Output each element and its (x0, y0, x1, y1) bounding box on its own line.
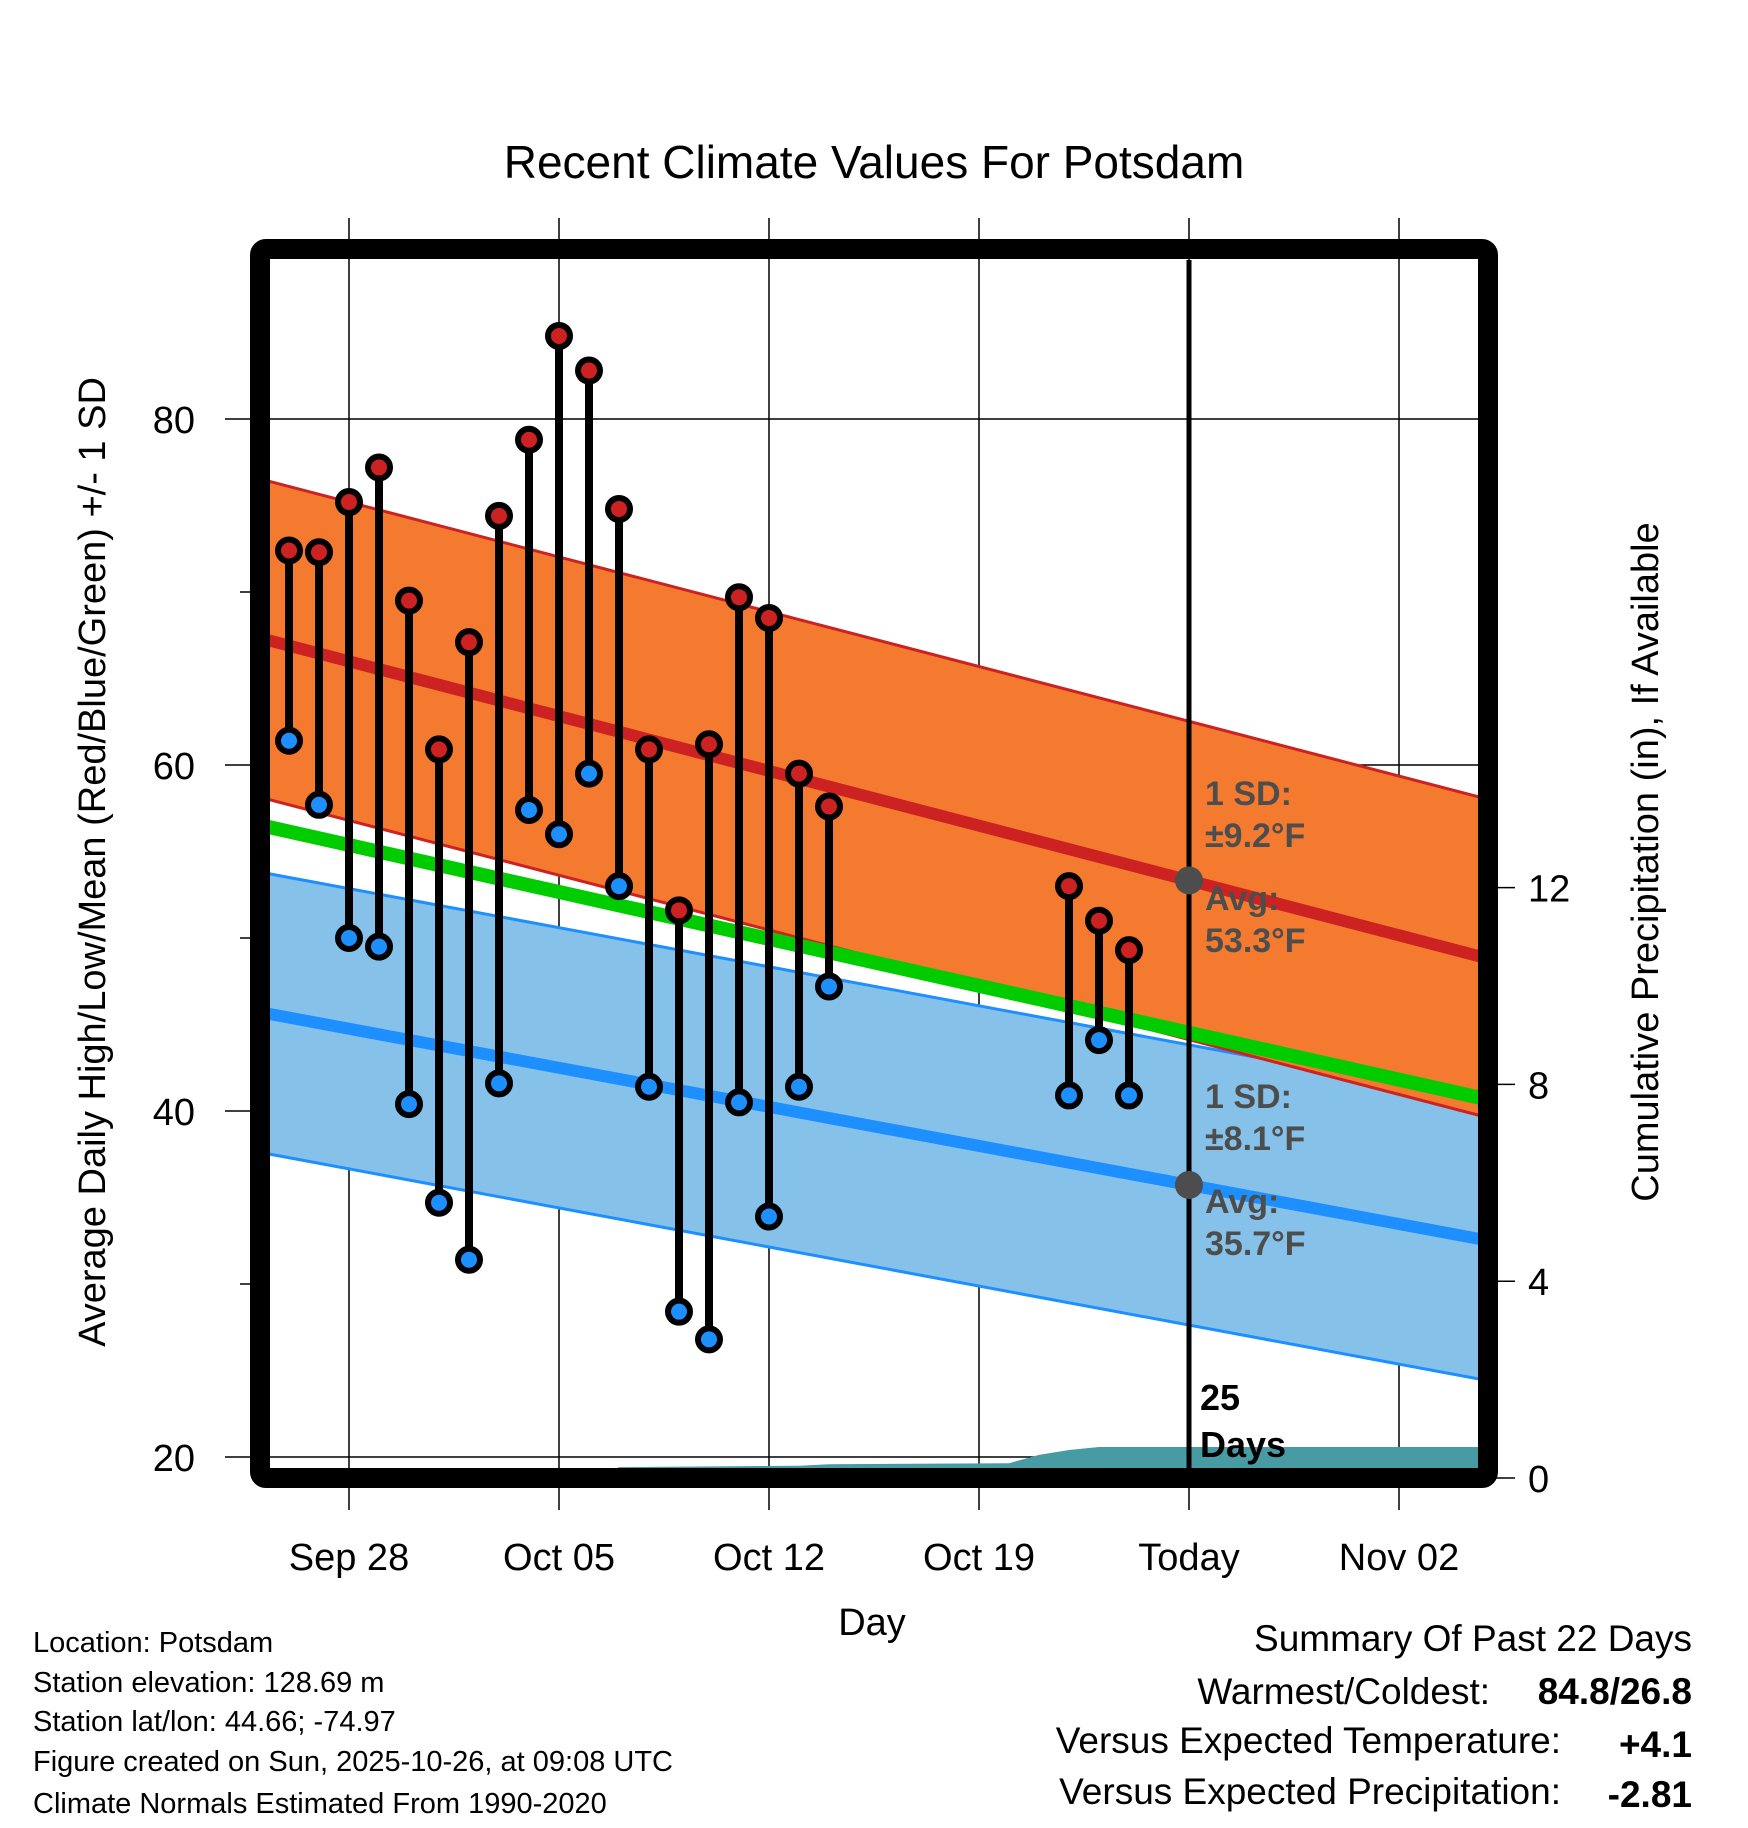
summary-warmest-label: Warmest/Coldest: (1197, 1671, 1490, 1712)
obs-low-point (365, 932, 393, 961)
normal-low-line (270, 1007, 1478, 1245)
obs-low-point (425, 1188, 453, 1217)
summary-temp-label: Versus Expected Temperature: (1056, 1720, 1561, 1761)
obs-high-point (1085, 906, 1113, 935)
obs-high-point (455, 628, 483, 657)
obs-low-point (725, 1088, 753, 1117)
y-tick-label: 20 (153, 1438, 195, 1480)
obs-low-point (305, 790, 333, 819)
y-tick-label: 60 (153, 746, 195, 788)
y-tick-label: 40 (153, 1092, 195, 1134)
obs-high-point (515, 425, 543, 454)
obs-low-point (1115, 1081, 1143, 1110)
axes: Sep 28 Oct 05 Oct 12 Oct 19 Today Nov 0280604… (153, 400, 1571, 1579)
obs-high-point (695, 730, 723, 759)
high-sd-value: ±9.2°F (1205, 817, 1305, 855)
summary-title: Summary Of Past 22 Days (1254, 1618, 1692, 1659)
high-sd-label: 1 SD: (1205, 775, 1292, 813)
obs-high-point (635, 735, 663, 764)
footer-elevation: Station elevation: 128.69 m (33, 1667, 384, 1699)
obs-high-point (1115, 936, 1143, 965)
footer-location: Location: Potsdam (33, 1627, 273, 1659)
footer-info: Location: Potsdam Station elevation: 128… (33, 1627, 673, 1820)
x-axis-label: Day (838, 1602, 906, 1644)
plot-frame (250, 239, 1498, 1488)
obs-low-point (395, 1090, 423, 1119)
normal-high-band-upper-edge (270, 479, 1478, 799)
y2-axis-label: Cumulative Precipitation (in), If Availa… (1625, 522, 1667, 1201)
y2-tick-label: 4 (1528, 1262, 1549, 1304)
obs-high-point (755, 603, 783, 632)
y2-tick-label: 12 (1528, 869, 1570, 911)
annotations: 1 SD: ±9.2°F Avg: 53.3°F 1 SD: ±8.1°F Av… (1200, 775, 1306, 1465)
obs-high-point (395, 586, 423, 615)
obs-high-point (785, 759, 813, 788)
obs-low-point (275, 726, 303, 755)
summary-precip-label: Versus Expected Precipitation: (1059, 1771, 1561, 1812)
obs-low-point (545, 820, 573, 849)
obs-high-point (425, 735, 453, 764)
obs-high-point (815, 792, 843, 821)
x-tick-label: Oct 19 (923, 1537, 1035, 1579)
y2-tick-label: 0 (1528, 1459, 1549, 1501)
today-high-avg-marker (1175, 866, 1203, 895)
obs-low-point (515, 795, 543, 824)
normal-low-band-lower-edge (270, 1152, 1478, 1381)
obs-high-point (485, 501, 513, 530)
obs-low-point (695, 1325, 723, 1354)
obs-high-point (545, 321, 573, 350)
days-count: 25 (1200, 1377, 1240, 1418)
y-tick-label: 80 (153, 400, 195, 442)
y-axis-label: Average Daily High/Low/Mean (Red/Blue/Gr… (72, 377, 114, 1347)
chart-title: Recent Climate Values For Potsdam (504, 136, 1245, 188)
footer-created: Figure created on Sun, 2025-10-26, at 09… (33, 1746, 673, 1778)
summary-warmest-value: 84.8/26.8 (1538, 1671, 1692, 1712)
summary-precip-value: -2.81 (1608, 1774, 1692, 1815)
today-low-avg-marker (1175, 1170, 1203, 1199)
obs-high-point (605, 494, 633, 523)
obs-low-point (815, 972, 843, 1001)
obs-low-point (755, 1202, 783, 1231)
plot-area (270, 260, 1478, 1468)
summary: Summary Of Past 22 Days Warmest/Coldest:… (1056, 1618, 1692, 1815)
obs-low-point (665, 1297, 693, 1326)
normal-mean-line (270, 820, 1478, 1105)
footer-latlon: Station lat/lon: 44.66; -74.97 (33, 1706, 396, 1738)
x-tick-label: Today (1138, 1537, 1239, 1579)
obs-high-point (335, 488, 363, 517)
obs-high-point (665, 896, 693, 925)
obs-low-point (575, 759, 603, 788)
obs-low-point (335, 924, 363, 952)
obs-high-point (575, 356, 603, 385)
x-tick-label: Nov 02 (1339, 1537, 1459, 1579)
obs-low-point (455, 1245, 483, 1274)
precip-area (616, 1447, 1478, 1468)
obs-low-point (485, 1069, 513, 1098)
obs-high-point (305, 538, 333, 567)
footer-normals: Climate Normals Estimated From 1990-2020 (33, 1788, 607, 1820)
obs-high-point (275, 536, 303, 565)
low-sd-value: ±8.1°F (1205, 1120, 1305, 1158)
low-avg-value: 35.7°F (1205, 1225, 1306, 1263)
obs-low-point (1055, 1081, 1083, 1110)
x-tick-label: Oct 12 (713, 1537, 825, 1579)
obs-high-point (1055, 872, 1083, 901)
obs-high-point (365, 453, 393, 482)
obs-low-point (605, 872, 633, 901)
high-avg-label: Avg: (1205, 880, 1279, 918)
high-avg-value: 53.3°F (1205, 922, 1306, 960)
obs-low-point (785, 1072, 813, 1101)
y2-tick-label: 8 (1528, 1065, 1549, 1107)
x-tick-label: Sep 28 (289, 1537, 409, 1579)
normal-high-line (270, 634, 1478, 963)
obs-high-point (725, 583, 753, 612)
x-tick-label: Oct 05 (503, 1537, 615, 1579)
obs-low-point (635, 1072, 663, 1101)
summary-temp-value: +4.1 (1619, 1724, 1692, 1765)
days-label: Days (1200, 1424, 1286, 1465)
low-sd-label: 1 SD: (1205, 1078, 1292, 1116)
low-avg-label: Avg: (1205, 1183, 1279, 1221)
obs-low-point (1085, 1026, 1113, 1055)
